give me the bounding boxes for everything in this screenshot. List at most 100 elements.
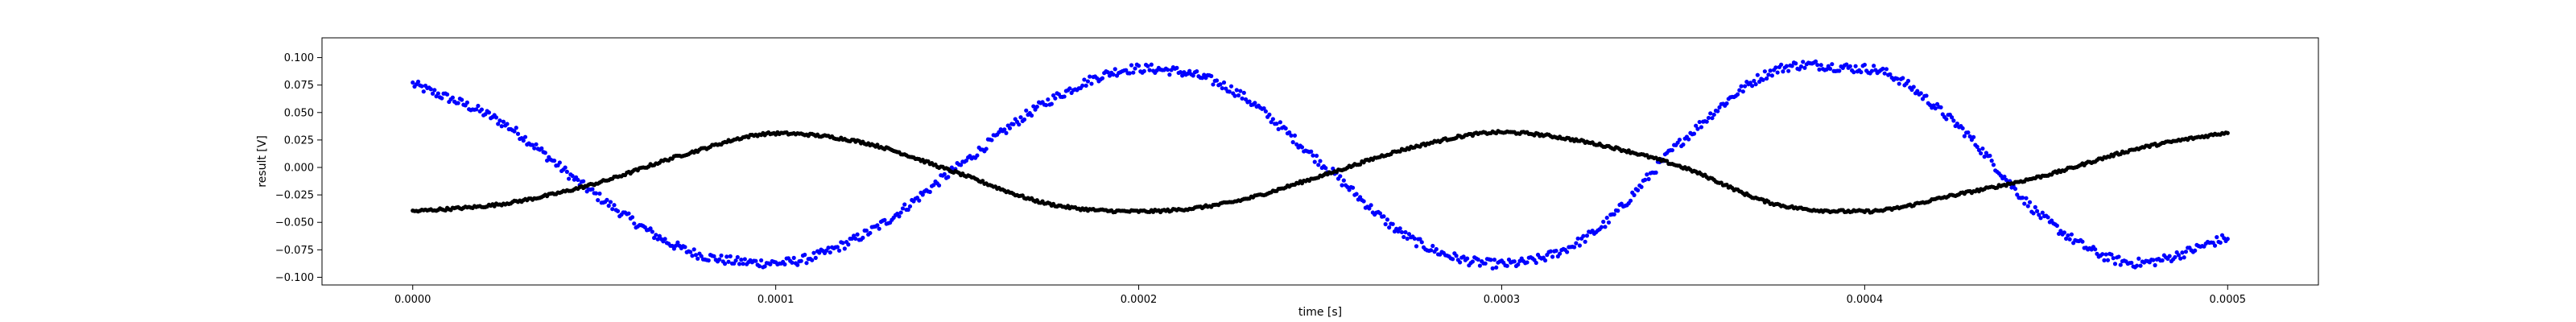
data-point — [1004, 130, 1009, 135]
data-point — [753, 258, 758, 263]
data-point — [501, 119, 506, 124]
data-point — [2225, 237, 2230, 242]
data-point — [1606, 220, 1612, 225]
data-point — [1753, 82, 1758, 87]
data-point — [741, 262, 745, 266]
data-point — [875, 223, 880, 228]
data-point — [724, 254, 729, 259]
data-point — [1084, 83, 1088, 88]
data-point — [1221, 80, 1227, 85]
data-point — [1387, 225, 1392, 230]
data-point — [1247, 99, 1252, 104]
data-point — [2218, 240, 2223, 245]
data-point — [1290, 140, 1295, 145]
data-point — [1895, 76, 1900, 81]
data-point — [432, 88, 437, 93]
data-point — [493, 115, 499, 120]
data-point — [1548, 249, 1553, 254]
data-point — [2038, 216, 2043, 221]
data-point — [1419, 240, 1424, 245]
data-point — [1397, 226, 1402, 231]
data-point — [1218, 82, 1223, 87]
data-point — [1818, 63, 1823, 68]
data-point — [1880, 66, 1885, 71]
data-point — [514, 126, 518, 130]
data-point — [411, 80, 415, 85]
data-point — [505, 122, 510, 126]
data-point — [1240, 96, 1245, 101]
data-point — [1199, 76, 1205, 80]
data-point — [1031, 104, 1036, 109]
data-point — [654, 233, 658, 237]
data-point — [1089, 81, 1094, 86]
data-point — [557, 160, 562, 165]
data-point — [851, 233, 857, 238]
data-point — [1383, 221, 1388, 227]
data-point — [1133, 66, 1137, 71]
data-point — [1768, 68, 1773, 73]
data-point — [551, 159, 557, 163]
data-point — [1962, 134, 1967, 138]
data-point — [1241, 90, 1246, 95]
data-point — [1574, 241, 1579, 246]
data-point — [1542, 258, 1548, 263]
data-point — [1639, 184, 1644, 189]
data-point — [1599, 225, 1604, 229]
data-point — [2025, 204, 2030, 208]
data-point — [2033, 204, 2037, 209]
data-point — [1131, 70, 1136, 75]
data-point — [1844, 62, 1849, 67]
data-point — [902, 202, 907, 207]
y-tick-label: 0.100 — [284, 52, 314, 64]
data-point — [608, 200, 613, 204]
data-point — [1628, 198, 1633, 203]
data-point — [1022, 117, 1027, 122]
data-point — [1228, 84, 1234, 89]
data-point — [1232, 93, 1237, 98]
data-point — [1710, 116, 1715, 121]
data-point — [1988, 153, 1992, 159]
data-point — [1358, 162, 1363, 167]
data-point — [1565, 250, 1570, 254]
data-point — [2064, 236, 2069, 242]
data-point — [1167, 72, 1172, 77]
data-point — [739, 258, 744, 262]
data-point — [1558, 251, 1563, 256]
data-point — [799, 258, 803, 263]
data-point — [460, 97, 464, 102]
data-point — [1739, 84, 1744, 89]
data-point — [1715, 109, 1720, 114]
data-point — [2105, 258, 2111, 262]
data-point — [1465, 256, 1470, 261]
data-point — [1944, 117, 1949, 122]
data-point — [522, 134, 528, 139]
data-point — [855, 232, 860, 237]
data-point — [671, 246, 676, 251]
data-point — [1261, 105, 1266, 111]
data-point — [1461, 254, 1466, 259]
data-point — [683, 245, 687, 250]
data-point — [1882, 71, 1887, 76]
data-point — [1779, 62, 1784, 67]
data-point — [1412, 236, 1417, 241]
x-tick-label: 0.0003 — [1484, 294, 1521, 306]
data-point — [1577, 243, 1582, 248]
data-point — [1784, 64, 1790, 68]
data-point — [1724, 101, 1729, 106]
data-point — [1645, 172, 1649, 177]
y-tick-label: 0.000 — [284, 163, 314, 175]
data-point — [1283, 126, 1288, 131]
data-point — [759, 258, 764, 263]
data-point — [1603, 225, 1608, 229]
data-point — [515, 131, 521, 136]
data-point — [2037, 213, 2041, 217]
data-point — [2058, 229, 2063, 233]
data-point — [464, 100, 469, 105]
data-point — [1299, 145, 1305, 150]
data-point — [907, 204, 913, 208]
data-point — [842, 246, 847, 251]
data-point — [1274, 122, 1279, 126]
data-point — [1802, 65, 1807, 70]
data-point — [1938, 105, 1943, 109]
data-point — [1773, 65, 1778, 70]
